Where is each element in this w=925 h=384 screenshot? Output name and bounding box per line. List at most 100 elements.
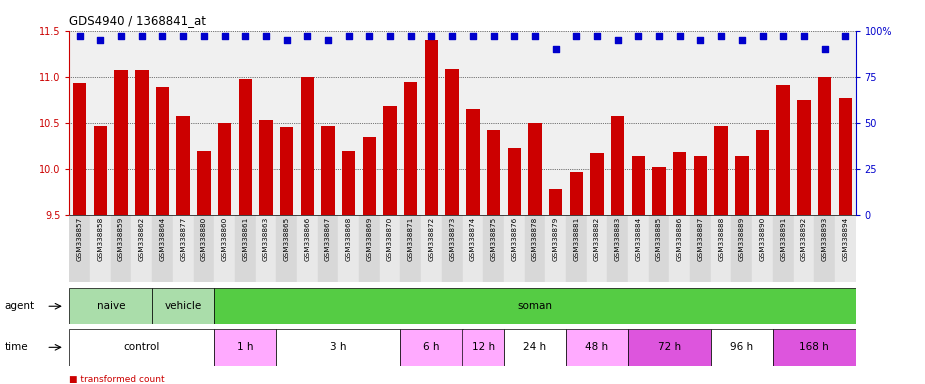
Bar [632, 156, 645, 215]
Point [672, 33, 687, 39]
Text: GSM338884: GSM338884 [635, 217, 641, 261]
Bar [401, 329, 462, 366]
Bar [524, 215, 545, 282]
Bar [714, 126, 728, 215]
Bar [321, 126, 335, 215]
Bar [694, 156, 708, 215]
Bar [608, 215, 628, 282]
Bar [504, 215, 524, 282]
Point [549, 46, 563, 52]
Point [93, 37, 108, 43]
Bar [215, 288, 856, 324]
Bar [756, 130, 770, 215]
Text: GSM338868: GSM338868 [346, 217, 352, 261]
Point [776, 33, 791, 39]
Bar [73, 83, 86, 215]
Bar [570, 172, 583, 215]
Bar [508, 148, 521, 215]
Bar [566, 215, 586, 282]
Bar [528, 123, 542, 215]
Bar [483, 215, 504, 282]
Point [651, 33, 666, 39]
Bar [235, 215, 255, 282]
Point [631, 33, 646, 39]
Bar [487, 130, 500, 215]
Text: GSM338863: GSM338863 [263, 217, 269, 261]
Text: GSM338887: GSM338887 [697, 217, 703, 261]
Bar [610, 116, 624, 215]
Text: 168 h: 168 h [799, 342, 829, 353]
Point [755, 33, 770, 39]
Point [300, 33, 314, 39]
Bar [259, 120, 273, 215]
Point [217, 33, 232, 39]
Point [693, 37, 708, 43]
Point [258, 33, 274, 39]
Text: GSM338883: GSM338883 [615, 217, 621, 261]
Point [321, 37, 336, 43]
Bar [197, 151, 211, 215]
Bar [425, 40, 438, 215]
Text: GSM338880: GSM338880 [201, 217, 207, 261]
Bar [173, 215, 193, 282]
Point [465, 33, 480, 39]
Bar [111, 215, 131, 282]
Text: soman: soman [517, 301, 552, 311]
Bar [690, 215, 710, 282]
Bar [90, 215, 111, 282]
Point [238, 33, 253, 39]
Text: GSM338859: GSM338859 [118, 217, 124, 261]
Point [589, 33, 604, 39]
Bar [69, 215, 90, 282]
Bar [277, 329, 401, 366]
Bar [566, 329, 628, 366]
Point [362, 33, 376, 39]
Bar [404, 82, 417, 215]
Bar [421, 215, 442, 282]
Text: ■ transformed count: ■ transformed count [69, 375, 165, 384]
Text: GDS4940 / 1368841_at: GDS4940 / 1368841_at [69, 14, 206, 27]
Point [424, 33, 438, 39]
Bar [590, 153, 604, 215]
Text: GSM338872: GSM338872 [428, 217, 435, 261]
Text: GSM338894: GSM338894 [843, 217, 848, 261]
Bar [732, 215, 752, 282]
Bar [215, 215, 235, 282]
Point [796, 33, 811, 39]
Text: GSM338870: GSM338870 [387, 217, 393, 261]
Bar [215, 329, 277, 366]
Point [196, 33, 211, 39]
Bar [586, 215, 608, 282]
Text: GSM338889: GSM338889 [739, 217, 745, 261]
Text: GSM338878: GSM338878 [532, 217, 538, 261]
Bar [462, 329, 504, 366]
Bar [776, 85, 790, 215]
Bar [628, 215, 648, 282]
Point [507, 33, 522, 39]
Bar [93, 126, 107, 215]
Bar [339, 215, 359, 282]
Bar [670, 215, 690, 282]
Text: naive: naive [96, 301, 125, 311]
Text: GSM338867: GSM338867 [325, 217, 331, 261]
Bar [255, 215, 277, 282]
Bar [545, 215, 566, 282]
Bar [549, 189, 562, 215]
Bar [383, 106, 397, 215]
Bar [710, 215, 732, 282]
Text: GSM338861: GSM338861 [242, 217, 248, 261]
Point [610, 37, 625, 43]
Bar [280, 127, 293, 215]
Text: vehicle: vehicle [165, 301, 202, 311]
Text: GSM338876: GSM338876 [512, 217, 517, 261]
Bar [69, 329, 215, 366]
Bar [317, 215, 339, 282]
Text: 6 h: 6 h [424, 342, 439, 353]
Bar [363, 137, 376, 215]
Point [114, 33, 129, 39]
Bar [301, 77, 314, 215]
Bar [652, 167, 666, 215]
Bar [446, 70, 459, 215]
Bar [797, 100, 810, 215]
Text: 3 h: 3 h [330, 342, 347, 353]
